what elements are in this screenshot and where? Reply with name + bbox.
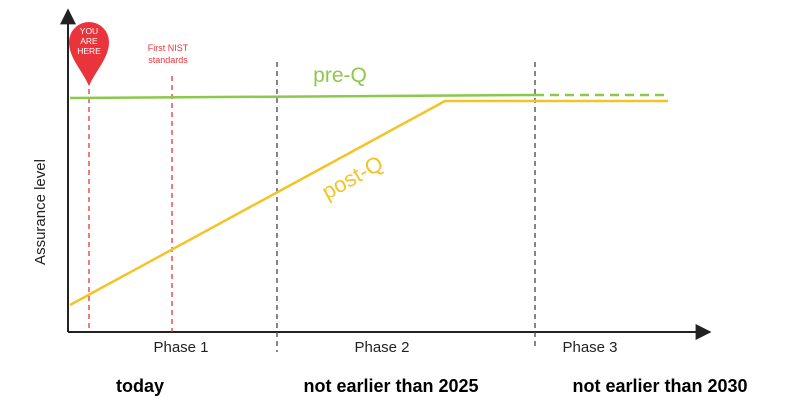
pin-text: HERE <box>77 46 101 56</box>
pre-q-line <box>69 93 536 100</box>
pre-q-label: pre-Q <box>313 64 367 87</box>
pin-text: ARE <box>80 36 98 46</box>
nist-label: standards <box>148 55 188 65</box>
timeline-label: not earlier than 2030 <box>572 376 747 396</box>
phase-label: Phase 1 <box>153 339 208 356</box>
you-are-here-pin <box>69 22 109 86</box>
pin-text: YOU <box>80 26 98 36</box>
timeline-label: not earlier than 2025 <box>303 376 478 396</box>
phase-label: Phase 2 <box>354 339 409 356</box>
timeline-label: today <box>116 376 164 396</box>
post-q-line <box>69 99 668 307</box>
nist-label: First NIST <box>148 43 189 53</box>
axis-label: Assurance level <box>32 159 49 265</box>
phase-label: Phase 3 <box>562 339 617 356</box>
post-q-label: post-Q <box>317 151 387 205</box>
